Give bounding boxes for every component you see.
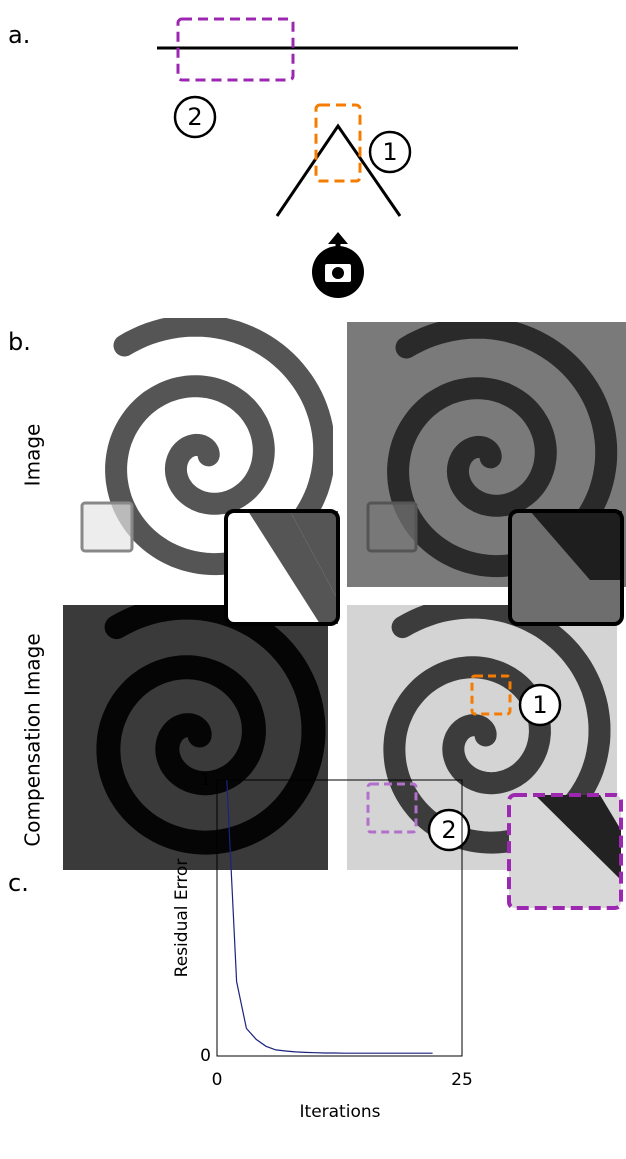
marker: 1	[382, 138, 397, 166]
inset	[509, 795, 621, 908]
marker: 2	[187, 103, 202, 131]
figure: a. 2 1 b. Image Compensation Image 1 2	[0, 0, 626, 1159]
inset-marker	[368, 503, 416, 551]
region-box	[316, 105, 360, 181]
y-tick-label: 1	[200, 770, 211, 790]
x-tick-label: 0	[212, 1070, 223, 1090]
inset-marker	[82, 503, 132, 551]
y-tick-label: 0	[200, 1046, 211, 1066]
marker: 2	[441, 816, 456, 844]
camera-icon	[312, 232, 364, 298]
row-label: Compensation Image	[21, 633, 45, 846]
marker: 1	[532, 691, 547, 719]
inset	[510, 511, 622, 624]
panel-label: b.	[8, 328, 31, 356]
panel-label: a.	[8, 21, 30, 49]
y-axis-label: Residual Error	[172, 859, 192, 978]
inset	[226, 511, 338, 624]
x-axis-label: Iterations	[300, 1102, 381, 1122]
x-tick-label: 25	[451, 1070, 473, 1090]
panel-label: c.	[8, 869, 29, 897]
row-label: Image	[21, 424, 45, 487]
